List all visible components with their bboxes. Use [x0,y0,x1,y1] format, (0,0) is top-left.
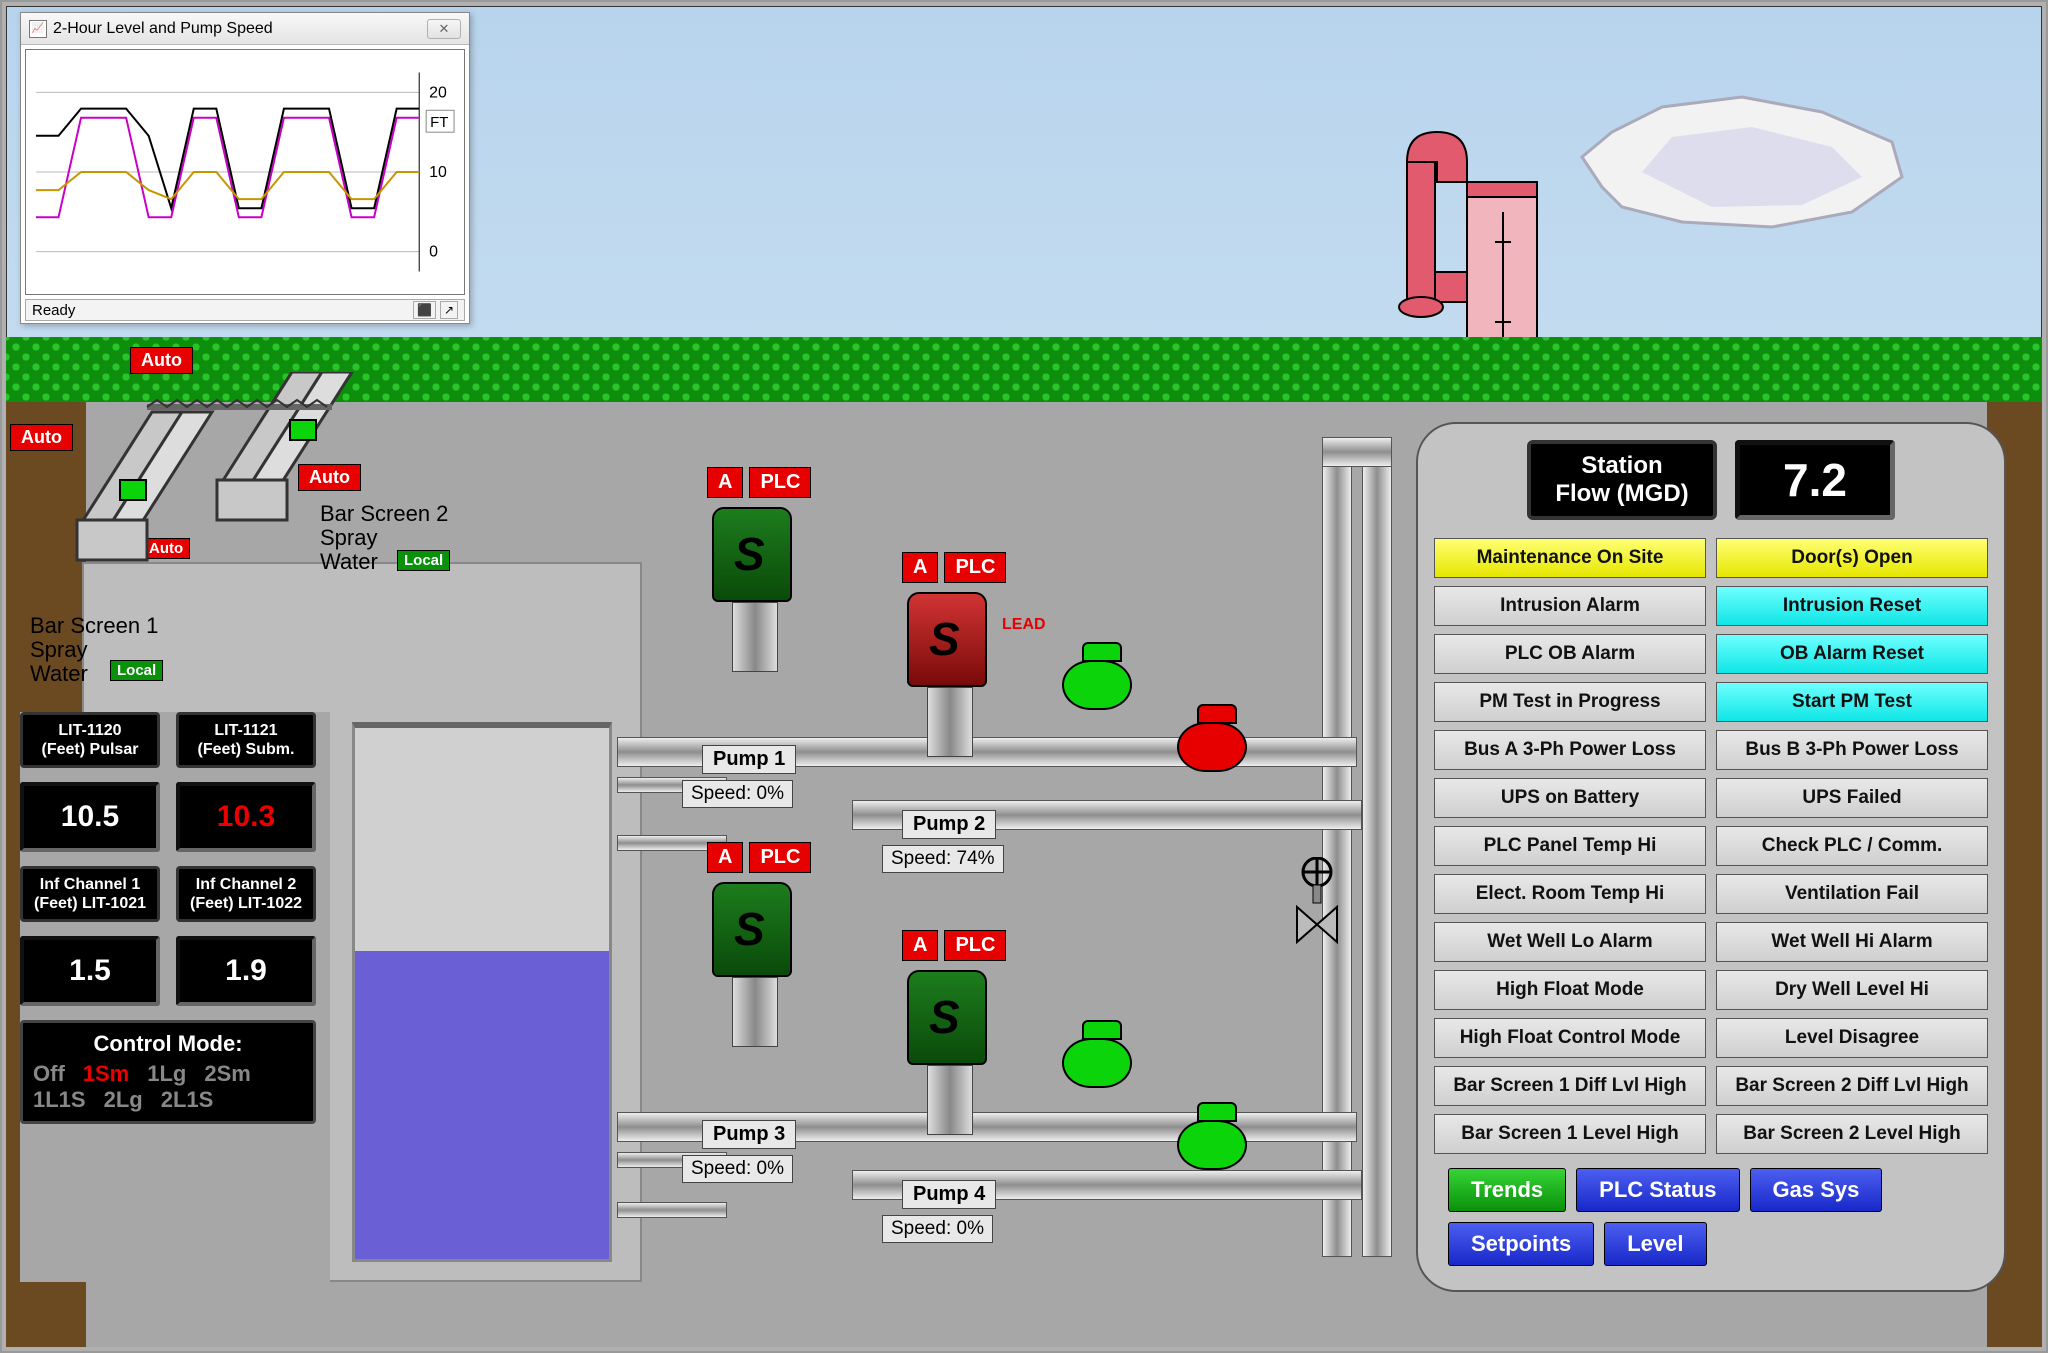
pump2-lead-label: LEAD [1002,616,1046,634]
pump4-suction-pipe [617,1202,727,1218]
control-mode-options[interactable]: Off 1Sm 1Lg 2Sm 1L1S 2Lg 2L1S [33,1061,303,1113]
wet-well-level [355,951,609,1259]
bar-screen-1-label: Bar Screen 1 SprayWater [30,614,158,687]
alarm-ob-alarm-reset[interactable]: OB Alarm Reset [1716,634,1988,674]
control-mode-title: Control Mode: [33,1031,303,1057]
alarm-level-disagree[interactable]: Level Disagree [1716,1018,1988,1058]
alarm-intrusion-alarm[interactable]: Intrusion Alarm [1434,586,1706,626]
nav-trends-button[interactable]: Trends [1448,1168,1566,1212]
lit1121-value[interactable]: 10.3 [176,782,316,852]
pump4-speed: Speed: 0% [882,1215,993,1243]
pump4-mode-tags[interactable]: APLC [902,930,1006,961]
svg-text:10: 10 [429,164,447,181]
svg-text:FT: FT [430,114,448,131]
control-mode-opt-1L1S[interactable]: 1L1S [33,1087,86,1112]
pump-4[interactable] [907,970,992,1140]
alarm-door-s-open[interactable]: Door(s) Open [1716,538,1988,578]
pump3-speed: Speed: 0% [682,1155,793,1183]
lit1120-value[interactable]: 10.5 [20,782,160,852]
pump3-label[interactable]: Pump 3 [702,1120,796,1149]
trend-chart[interactable]: 20 FT 10 0 [25,49,465,295]
manual-valve[interactable] [1287,857,1347,947]
pump-3[interactable] [712,882,797,1052]
control-mode-opt-1Sm[interactable]: 1Sm [83,1061,129,1086]
main-header-pipe-2 [1362,437,1392,1257]
alarm-ventilation-fail[interactable]: Ventilation Fail [1716,874,1988,914]
status-panel: Station Flow (MGD) 7.2 Maintenance On Si… [1416,422,2006,1292]
pump4-label[interactable]: Pump 4 [902,1180,996,1209]
pump2-label[interactable]: Pump 2 [902,810,996,839]
control-mode-opt-Off[interactable]: Off [33,1061,65,1086]
pump1-mode-tags[interactable]: APLC [707,467,811,498]
flowmeter-red[interactable] [1177,704,1257,774]
pump1-speed: Speed: 0% [682,780,793,808]
svg-text:20: 20 [429,84,447,101]
nav-buttons: TrendsPLC StatusGas Sys SetpointsLevel [1448,1168,1928,1266]
auto-tag-top[interactable]: Auto [130,347,193,374]
pump3-mode-tags[interactable]: APLC [707,842,811,873]
alarm-maintenance-on-site[interactable]: Maintenance On Site [1434,538,1706,578]
flowmeter-p3[interactable] [1062,1020,1142,1090]
alarm-bus-b-3-ph-power-loss[interactable]: Bus B 3-Ph Power Loss [1716,730,1988,770]
trend-title-text: 2-Hour Level and Pump Speed [53,20,273,38]
nav-level-button[interactable]: Level [1604,1222,1706,1266]
alarm-high-float-control-mode[interactable]: High Float Control Mode [1434,1018,1706,1058]
station-flow-label: Station Flow (MGD) [1527,440,1717,520]
pump-1[interactable] [712,507,797,677]
alarm-bar-screen-1-level-high[interactable]: Bar Screen 1 Level High [1434,1114,1706,1154]
control-mode-opt-1Lg[interactable]: 1Lg [147,1061,186,1086]
alarm-high-float-mode[interactable]: High Float Mode [1434,970,1706,1010]
infch1-value[interactable]: 1.5 [20,936,160,1006]
nav-setpoints-button[interactable]: Setpoints [1448,1222,1594,1266]
alarm-bar-screen-2-diff-lvl-high[interactable]: Bar Screen 2 Diff Lvl High [1716,1066,1988,1106]
alarm-wet-well-hi-alarm[interactable]: Wet Well Hi Alarm [1716,922,1988,962]
trend-window[interactable]: 📈 2-Hour Level and Pump Speed ✕ 20 FT 10… [20,12,470,324]
station-flow-value[interactable]: 7.2 [1735,440,1895,520]
alarm-start-pm-test[interactable]: Start PM Test [1716,682,1988,722]
infch2-value[interactable]: 1.9 [176,936,316,1006]
alarm-bar-screen-1-diff-lvl-high[interactable]: Bar Screen 1 Diff Lvl High [1434,1066,1706,1106]
trend-window-titlebar[interactable]: 📈 2-Hour Level and Pump Speed ✕ [21,13,469,45]
trend-icon: 📈 [29,20,47,38]
trend-close-button[interactable]: ✕ [427,19,461,39]
alarm-bar-screen-2-level-high[interactable]: Bar Screen 2 Level High [1716,1114,1988,1154]
control-mode-opt-2L1S[interactable]: 2L1S [161,1087,214,1112]
pipe-top-cap [1322,437,1392,467]
infch1-header: Inf Channel 1 (Feet) LIT-1021 [20,866,160,922]
alarm-bus-a-3-ph-power-loss[interactable]: Bus A 3-Ph Power Loss [1434,730,1706,770]
wet-well-tank[interactable] [352,722,612,1262]
control-mode-opt-2Lg[interactable]: 2Lg [104,1087,143,1112]
alarm-grid: Maintenance On SiteDoor(s) OpenIntrusion… [1434,538,1988,1154]
alarm-dry-well-level-hi[interactable]: Dry Well Level Hi [1716,970,1988,1010]
control-mode-opt-2Sm[interactable]: 2Sm [204,1061,250,1086]
nav-gas-sys-button[interactable]: Gas Sys [1750,1168,1883,1212]
nav-plc-status-button[interactable]: PLC Status [1576,1168,1739,1212]
alarm-pm-test-in-progress[interactable]: PM Test in Progress [1434,682,1706,722]
pump1-label[interactable]: Pump 1 [702,745,796,774]
pump2-speed: Speed: 74% [882,845,1004,873]
svg-text:0: 0 [429,244,438,261]
lit1121-header: LIT-1121 (Feet) Subm. [176,712,316,768]
trend-status-bar: Ready ⬛ ↗ [25,299,465,321]
gauge-panel: LIT-1120 (Feet) Pulsar LIT-1121 (Feet) S… [20,712,330,1282]
bar-screens-graphic [52,372,402,612]
alarm-ups-on-battery[interactable]: UPS on Battery [1434,778,1706,818]
flowmeter-p1-p2-green[interactable] [1062,642,1142,712]
infch2-header: Inf Channel 2 (Feet) LIT-1022 [176,866,316,922]
pump2-mode-tags[interactable]: APLC [902,552,1006,583]
alarm-plc-panel-temp-hi[interactable]: PLC Panel Temp Hi [1434,826,1706,866]
alarm-wet-well-lo-alarm[interactable]: Wet Well Lo Alarm [1434,922,1706,962]
control-mode-panel[interactable]: Control Mode: Off 1Sm 1Lg 2Sm 1L1S 2Lg 2L1S [20,1020,316,1124]
cloud-icon [1572,77,1912,237]
lit1120-header: LIT-1120 (Feet) Pulsar [20,712,160,768]
alarm-plc-ob-alarm[interactable]: PLC OB Alarm [1434,634,1706,674]
alarm-intrusion-reset[interactable]: Intrusion Reset [1716,586,1988,626]
alarm-elect-room-temp-hi[interactable]: Elect. Room Temp Hi [1434,874,1706,914]
pump-2[interactable] [907,592,992,762]
alarm-ups-failed[interactable]: UPS Failed [1716,778,1988,818]
alarm-check-plc-comm-[interactable]: Check PLC / Comm. [1716,826,1988,866]
flowmeter-p4[interactable] [1177,1102,1257,1172]
